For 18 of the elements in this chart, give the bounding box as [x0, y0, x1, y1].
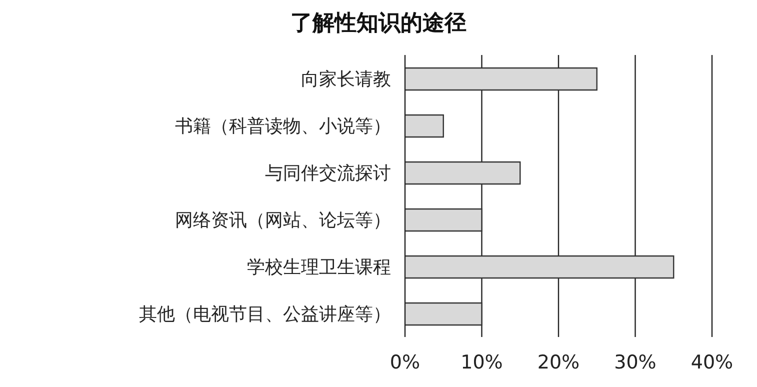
- bar: [405, 67, 598, 91]
- y-tick-label: 向家长请教: [301, 68, 391, 90]
- bar: [405, 161, 521, 185]
- x-tick-label: 20%: [537, 351, 580, 374]
- bar: [405, 114, 444, 138]
- x-tick-label: 30%: [614, 351, 656, 374]
- chart-title: 了解性知识的途径: [290, 10, 468, 38]
- x-tick-label: 0%: [390, 351, 420, 374]
- y-tick-label: 网络资讯（网站、论坛等）: [175, 210, 391, 231]
- y-tick-label: 书籍（科普读物、小说等）: [175, 116, 391, 137]
- y-tick-label: 学校生理卫生课程: [247, 256, 391, 278]
- y-tick-label: 其他（电视节目、公益讲座等）: [139, 304, 391, 325]
- x-tick-label: 40%: [690, 351, 734, 374]
- y-tick-label: 与同伴交流探讨: [265, 162, 391, 184]
- bar: [405, 302, 482, 326]
- bar: [405, 255, 674, 279]
- x-tick-label: 10%: [460, 351, 503, 374]
- bar: [405, 208, 482, 232]
